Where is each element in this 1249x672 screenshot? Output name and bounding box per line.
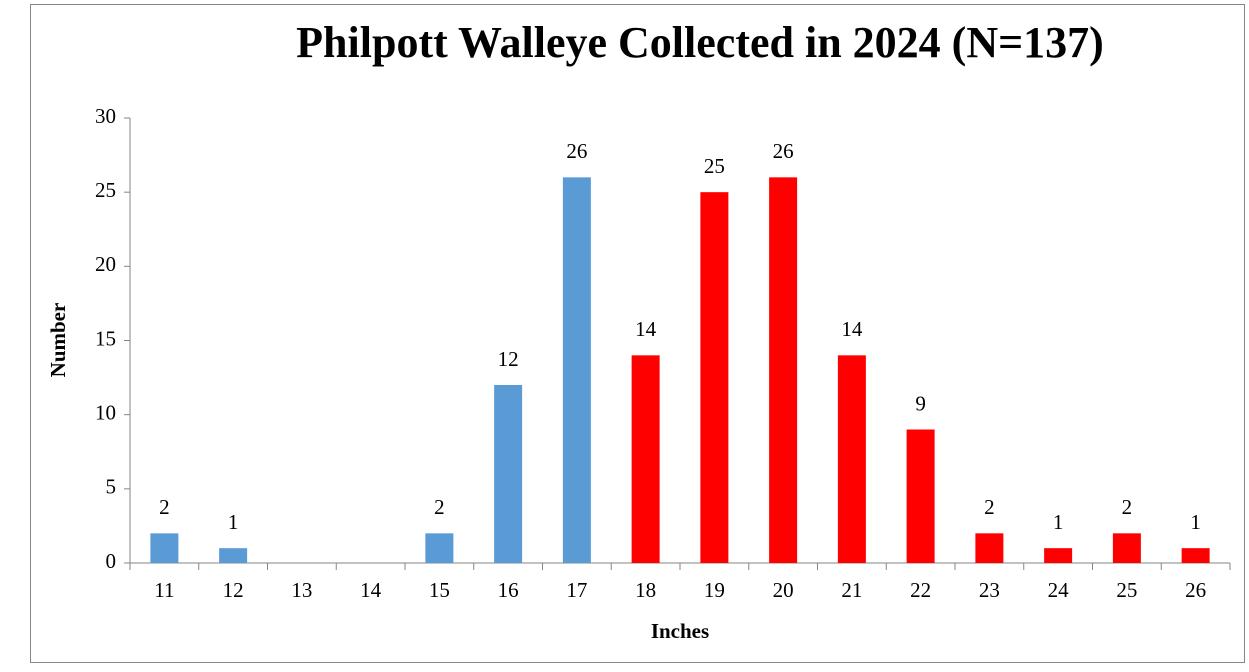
x-tick-label: 15 [429, 578, 450, 602]
x-tick-label: 23 [979, 578, 1000, 602]
y-tick-label: 5 [106, 475, 117, 499]
data-label: 9 [915, 391, 926, 415]
bar [494, 385, 523, 563]
bar [769, 177, 798, 564]
data-label: 1 [1053, 510, 1064, 534]
data-label: 2 [434, 495, 445, 519]
x-tick-label: 17 [566, 578, 587, 602]
bar [219, 548, 248, 563]
x-tick-label: 14 [360, 578, 382, 602]
chart-title: Philpott Walleye Collected in 2024 (N=13… [296, 18, 1104, 67]
x-tick-label: 21 [841, 578, 862, 602]
x-tick-label: 13 [291, 578, 312, 602]
x-tick-label: 24 [1048, 578, 1070, 602]
bar [1181, 548, 1210, 563]
bar [975, 533, 1004, 563]
data-label: 25 [704, 154, 725, 178]
y-axis-label: Number [46, 303, 70, 378]
x-tick-label: 11 [154, 578, 174, 602]
data-label: 26 [773, 139, 794, 163]
data-label: 14 [635, 317, 657, 341]
y-tick-label: 0 [106, 549, 117, 573]
bar [1044, 548, 1073, 563]
x-tick-label: 18 [635, 578, 656, 602]
y-tick-label: 15 [95, 326, 116, 350]
data-label: 2 [984, 495, 995, 519]
data-label: 26 [566, 139, 587, 163]
x-tick-label: 12 [223, 578, 244, 602]
bar [1112, 533, 1141, 563]
x-tick-label: 19 [704, 578, 725, 602]
y-tick-label: 30 [95, 104, 116, 128]
bar [631, 355, 660, 563]
x-tick-label: 25 [1116, 578, 1137, 602]
chart-border [30, 4, 1245, 663]
bar [562, 177, 591, 564]
x-tick-label: 26 [1185, 578, 1206, 602]
y-tick-label: 20 [95, 252, 116, 276]
y-tick-label: 10 [95, 400, 116, 424]
bar [906, 429, 935, 563]
data-label: 14 [841, 317, 863, 341]
bar [150, 533, 179, 563]
bar [425, 533, 454, 563]
data-label: 2 [1122, 495, 1133, 519]
data-label: 2 [159, 495, 170, 519]
x-tick-label: 22 [910, 578, 931, 602]
bar [700, 192, 729, 563]
data-label: 1 [228, 510, 239, 534]
x-tick-label: 16 [498, 578, 519, 602]
x-tick-label: 20 [773, 578, 794, 602]
data-label: 1 [1190, 510, 1201, 534]
bar [837, 355, 866, 563]
y-tick-label: 25 [95, 178, 116, 202]
data-label: 12 [498, 347, 519, 371]
x-axis-label: Inches [651, 619, 709, 643]
